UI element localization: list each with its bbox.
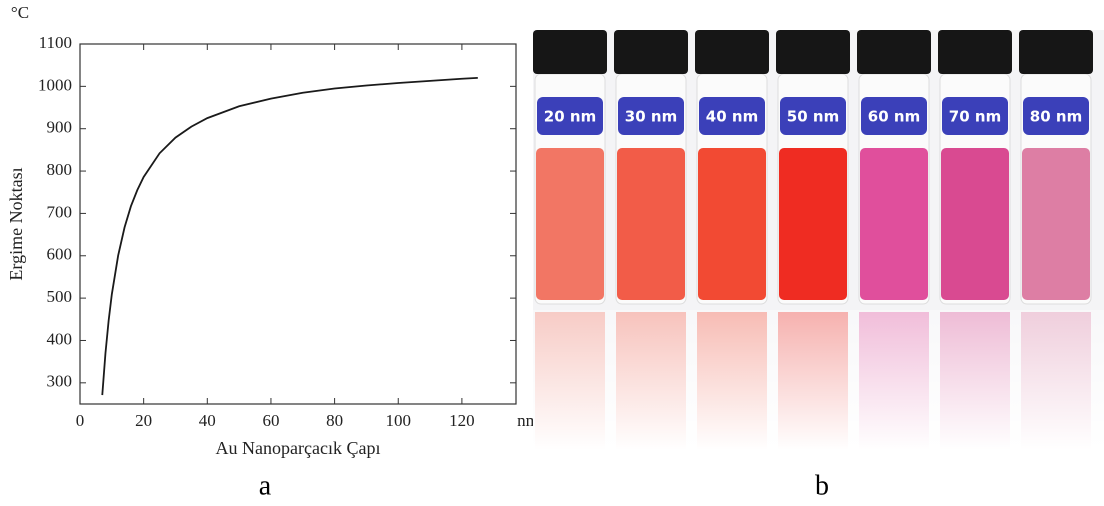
vial-photo: 20 nm 30 nm 40 nm 50 nm 60 nm 70 nm 80 nm bbox=[533, 30, 1104, 450]
vial-cap bbox=[614, 30, 688, 74]
plot-frame bbox=[80, 44, 516, 404]
vial-liquid bbox=[698, 148, 766, 300]
x-tick-label: 40 bbox=[199, 411, 216, 430]
y-tick-label: 700 bbox=[47, 202, 73, 221]
chart-a: 300 400 500 600 700 800 900 1000 1100 0 20 40 60 80 10… bbox=[6, 3, 539, 458]
vial-cap bbox=[533, 30, 607, 74]
y-tick-label: 600 bbox=[47, 245, 73, 264]
vial-label: 50 nm bbox=[787, 108, 839, 126]
vial-cap bbox=[695, 30, 769, 74]
vial-cap bbox=[857, 30, 931, 74]
y-tick-label: 1100 bbox=[39, 33, 72, 52]
vial-liquid bbox=[941, 148, 1009, 300]
data-line bbox=[102, 78, 478, 395]
panel-label: b bbox=[815, 470, 829, 501]
x-tick-label: 120 bbox=[449, 411, 475, 430]
y-tick-label: 1000 bbox=[38, 75, 72, 94]
vial-liquid bbox=[860, 148, 928, 300]
vial-cap bbox=[776, 30, 850, 74]
x-tick-label: 20 bbox=[135, 411, 152, 430]
y-tick-label: 800 bbox=[47, 160, 73, 179]
vial-liquid bbox=[617, 148, 685, 300]
vial-label: 30 nm bbox=[625, 108, 677, 126]
vial-cap bbox=[938, 30, 1012, 74]
figure: 300 400 500 600 700 800 900 1000 1100 0 20 40 60 80 10… bbox=[0, 0, 1104, 506]
vial-label: 80 nm bbox=[1030, 108, 1082, 126]
vial-cap bbox=[1019, 30, 1093, 74]
vial-label: 40 nm bbox=[706, 108, 758, 126]
x-tick-label: 80 bbox=[326, 411, 343, 430]
x-tick-label: 0 bbox=[76, 411, 85, 430]
panel-label: a bbox=[259, 470, 272, 501]
x-tick-label: 60 bbox=[262, 411, 279, 430]
y-tick-label: 900 bbox=[47, 118, 73, 137]
reflection-fade bbox=[533, 310, 1104, 450]
x-tick-label: 100 bbox=[385, 411, 411, 430]
vial-label: 70 nm bbox=[949, 108, 1001, 126]
vial-liquid bbox=[779, 148, 847, 300]
vial-label: 20 nm bbox=[544, 108, 596, 126]
vial-liquid bbox=[536, 148, 604, 300]
vial-label: 60 nm bbox=[868, 108, 920, 126]
vial-liquid bbox=[1022, 148, 1090, 300]
y-unit: °C bbox=[11, 3, 29, 22]
y-tick-label: 400 bbox=[47, 329, 73, 348]
x-axis-title: Au Nanoparçacık Çapı bbox=[216, 438, 381, 458]
y-axis-title: Ergime Noktası bbox=[6, 167, 26, 280]
y-tick-label: 300 bbox=[47, 372, 73, 391]
y-tick-label: 500 bbox=[47, 287, 73, 306]
